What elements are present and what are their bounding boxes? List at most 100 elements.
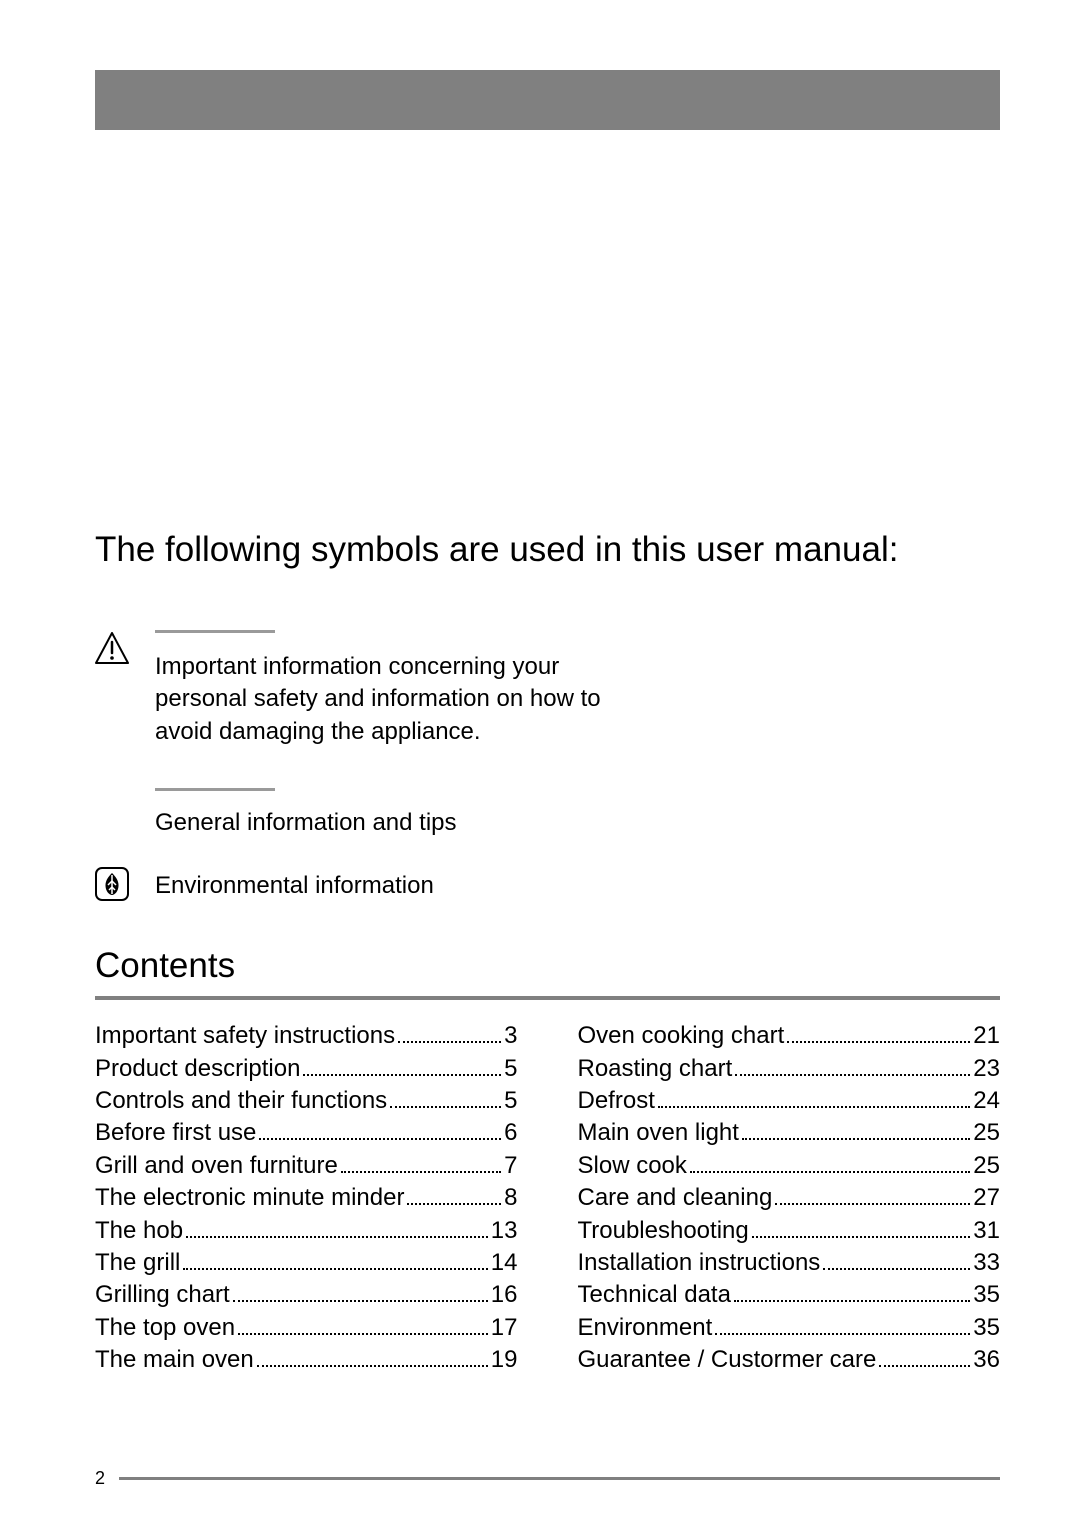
toc-label: Slow cook [578, 1150, 687, 1182]
header-bar [95, 70, 1000, 130]
toc-leader [690, 1171, 970, 1173]
toc-page: 5 [504, 1053, 517, 1085]
toc-page: 5 [504, 1085, 517, 1117]
toc-entry: Defrost24 [578, 1085, 1001, 1117]
toc-page: 24 [973, 1085, 1000, 1117]
footer-line [119, 1477, 1000, 1480]
toc-page: 16 [491, 1279, 518, 1311]
blank-icon [95, 788, 155, 790]
warning-icon [95, 630, 155, 669]
toc-page: 23 [973, 1053, 1000, 1085]
toc-leader [257, 1365, 488, 1367]
toc-entry: Technical data 35 [578, 1279, 1001, 1311]
toc-page: 21 [973, 1020, 1000, 1052]
toc-page: 25 [973, 1117, 1000, 1149]
toc-leader [183, 1268, 487, 1270]
toc-leader [259, 1138, 501, 1140]
toc-left-column: Important safety instructions3Product de… [95, 1020, 518, 1376]
toc-leader [823, 1268, 970, 1270]
toc-page: 35 [973, 1312, 1000, 1344]
toc-label: Troubleshooting [578, 1215, 749, 1247]
general-text: General information and tips [155, 809, 1000, 837]
toc-entry: Main oven light 25 [578, 1117, 1001, 1149]
toc-page: 8 [504, 1182, 517, 1214]
toc-label: Care and cleaning [578, 1182, 773, 1214]
toc-leader [787, 1041, 970, 1043]
toc-page: 27 [973, 1182, 1000, 1214]
toc-leader [742, 1138, 970, 1140]
toc-leader [658, 1106, 970, 1108]
toc-label: Before first use [95, 1117, 256, 1149]
toc-label: Roasting chart [578, 1053, 733, 1085]
toc-label: The electronic minute minder [95, 1182, 404, 1214]
toc-leader [398, 1041, 501, 1043]
page-number: 2 [95, 1468, 105, 1489]
toc-leader [303, 1074, 501, 1076]
toc-page: 33 [973, 1247, 1000, 1279]
toc-label: Technical data [578, 1279, 731, 1311]
symbol-general: General information and tips [95, 788, 1000, 837]
toc-leader [233, 1300, 488, 1302]
toc-page: 35 [973, 1279, 1000, 1311]
toc-entry: Oven cooking chart 21 [578, 1020, 1001, 1052]
toc-label: Important safety instructions [95, 1020, 395, 1052]
toc-right-column: Oven cooking chart 21 Roasting chart 23Defr… [578, 1020, 1001, 1376]
toc-page: 3 [504, 1020, 517, 1052]
toc-entry: Installation instructions 33 [578, 1247, 1001, 1279]
warning-text: Important information concerning your pe… [155, 651, 615, 748]
toc-label: Main oven light [578, 1117, 739, 1149]
toc-entry: Grill and oven furniture 7 [95, 1150, 518, 1182]
toc-leader [775, 1203, 970, 1205]
toc-label: Grill and oven furniture [95, 1150, 338, 1182]
toc-entry: Environment 35 [578, 1312, 1001, 1344]
toc-page: 31 [973, 1215, 1000, 1247]
toc-label: The main oven [95, 1344, 254, 1376]
contents-title: Contents [95, 946, 1000, 986]
toc-entry: The top oven 17 [95, 1312, 518, 1344]
toc-leader [734, 1300, 970, 1302]
toc-page: 17 [491, 1312, 518, 1344]
toc-label: Grilling chart [95, 1279, 230, 1311]
symbol-warning: Important information concerning your pe… [95, 630, 1000, 748]
toc-leader [735, 1074, 970, 1076]
footer: 2 [95, 1468, 1000, 1489]
toc-leader [407, 1203, 501, 1205]
toc-leader [341, 1171, 501, 1173]
toc-page: 6 [504, 1117, 517, 1149]
toc-label: The grill [95, 1247, 180, 1279]
environment-text: Environmental information [155, 872, 1000, 900]
toc-entry: The main oven 19 [95, 1344, 518, 1376]
symbol-divider [155, 788, 275, 791]
toc-label: Product description [95, 1053, 300, 1085]
toc-label: Installation instructions [578, 1247, 821, 1279]
toc-label: Controls and their functions [95, 1085, 387, 1117]
symbol-environment: Environmental information [95, 865, 1000, 906]
toc-label: Environment [578, 1312, 713, 1344]
toc-entry: Guarantee / Custormer care 36 [578, 1344, 1001, 1376]
toc-leader [390, 1106, 501, 1108]
toc-page: 36 [973, 1344, 1000, 1376]
toc-page: 13 [491, 1215, 518, 1247]
toc-entry: Slow cook25 [578, 1150, 1001, 1182]
toc-leader [186, 1236, 488, 1238]
toc: Important safety instructions3Product de… [95, 1020, 1000, 1376]
toc-leader [238, 1333, 488, 1335]
toc-entry: Important safety instructions 3 [95, 1020, 518, 1052]
toc-page: 7 [504, 1150, 517, 1182]
toc-leader [715, 1333, 970, 1335]
toc-label: Oven cooking chart [578, 1020, 785, 1052]
toc-entry: Before first use 6 [95, 1117, 518, 1149]
leaf-icon [95, 865, 155, 906]
symbols-title: The following symbols are used in this u… [95, 530, 1000, 570]
toc-page: 19 [491, 1344, 518, 1376]
toc-entry: Roasting chart 23 [578, 1053, 1001, 1085]
toc-entry: Troubleshooting 31 [578, 1215, 1001, 1247]
toc-label: Guarantee / Custormer care [578, 1344, 877, 1376]
toc-leader [879, 1365, 970, 1367]
toc-entry: Product description 5 [95, 1053, 518, 1085]
toc-label: The hob [95, 1215, 183, 1247]
toc-entry: The hob 13 [95, 1215, 518, 1247]
toc-entry: Controls and their functions 5 [95, 1085, 518, 1117]
toc-page: 14 [491, 1247, 518, 1279]
toc-label: The top oven [95, 1312, 235, 1344]
